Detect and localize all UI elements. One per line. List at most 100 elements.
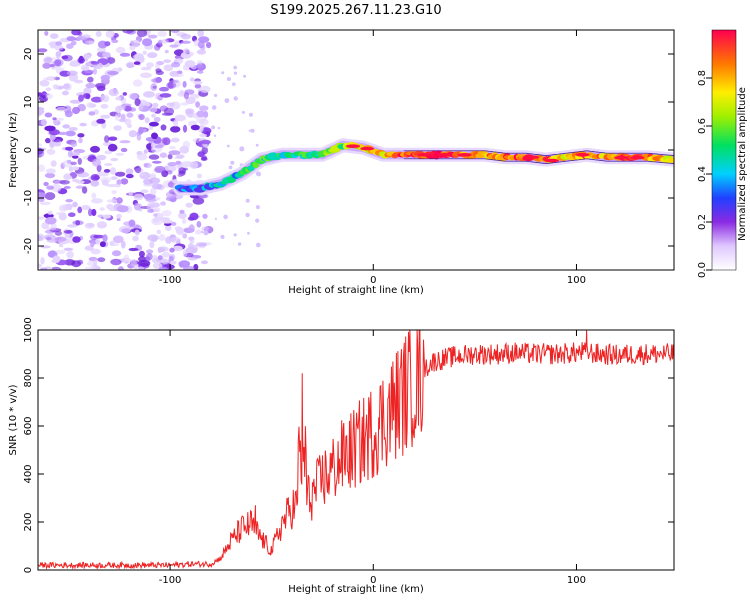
y-tick-label: 600 [23,416,34,435]
noise-point [165,236,172,244]
noise-point [107,70,119,76]
noise-point [179,90,185,96]
spectrogram-y-label: Frequency (Hz) [8,112,19,188]
noise-point [182,218,187,224]
noise-point [152,183,163,190]
ridge-peak [457,153,472,157]
noise-point [65,130,76,137]
snr-panel: 0 200 400 600 800 1000 -100 0 100 Height of str… [8,317,675,595]
noise-point [198,118,209,126]
noise-point [193,263,199,270]
noise-point [189,212,199,221]
noise-point [180,33,192,40]
noise-point [97,214,104,218]
noise-point [172,179,178,184]
noise-point [255,218,260,223]
noise-point [153,213,158,217]
noise-point [72,236,81,243]
noise-point [65,199,73,203]
noise-point [55,51,62,57]
noise-point [129,45,136,51]
noise-point [122,30,134,34]
noise-point [140,72,152,79]
noise-point [84,222,95,229]
noise-point [182,81,187,88]
noise-point [104,163,113,166]
noise-point [107,57,116,64]
noise-point [161,210,172,217]
noise-point [115,46,126,54]
noise-point [57,131,67,136]
noise-point [199,85,211,93]
noise-point [68,127,78,131]
noise-point [163,59,172,63]
noise-point [181,161,194,168]
noise-point [143,91,155,98]
noise-point [188,224,195,233]
noise-point [38,263,42,268]
noise-point [160,258,170,264]
noise-point [92,68,98,75]
noise-point [166,102,175,107]
noise-point [146,249,154,254]
noise-point [81,205,91,210]
noise-point [151,113,156,118]
noise-point [144,117,150,124]
noise-point [93,234,105,239]
noise-point [138,266,145,270]
noise-point [58,213,67,221]
noise-point [79,122,87,127]
noise-point [63,186,71,189]
noise-point [116,213,122,219]
noise-point [157,247,162,254]
noise-point [72,201,78,208]
noise-point [55,236,67,242]
snr-series-line [38,330,674,570]
noise-point [46,148,56,155]
noise-point [149,107,158,113]
noise-point [49,33,59,39]
noise-point [108,136,118,141]
noise-point [45,87,52,92]
noise-point [65,146,74,151]
noise-point [142,105,149,110]
noise-point [223,214,228,220]
spectrogram-y-ticks: 20 10 0 -10 -20 [23,48,674,254]
noise-point [91,96,103,103]
noise-point [100,103,109,109]
ridge-peak [630,155,645,160]
ridge-outline [403,150,674,156]
noise-point [45,137,51,144]
noise-point [221,71,225,75]
noise-point [247,231,250,235]
noise-point [214,93,218,97]
noise-point [146,62,154,68]
noise-point [136,133,142,141]
noise-point [110,167,116,175]
noise-point [121,228,131,234]
noise-point [145,198,158,202]
noise-point [49,141,55,149]
noise-point [182,124,188,133]
noise-point [112,250,122,257]
noise-point [165,224,172,232]
noise-point [248,112,253,117]
noise-point [157,255,163,261]
noise-point [176,154,185,159]
x-tick-label: 100 [567,275,586,286]
noise-point [132,79,143,87]
noise-point [161,219,173,224]
noise-point [38,143,42,147]
noise-point [64,233,71,238]
noise-point [161,112,173,116]
figure-title: S199.2025.267.11.23.G10 [270,3,441,18]
noise-point [180,40,191,44]
noise-point [44,112,53,118]
ridge-point [668,157,674,163]
colorbar: 0.0 0.2 0.4 0.6 0.8 Normalized spectral ampl… [697,29,748,278]
noise-point [106,199,118,203]
noise-point [87,76,94,83]
noise-point [213,134,217,137]
noise-point [117,105,126,111]
